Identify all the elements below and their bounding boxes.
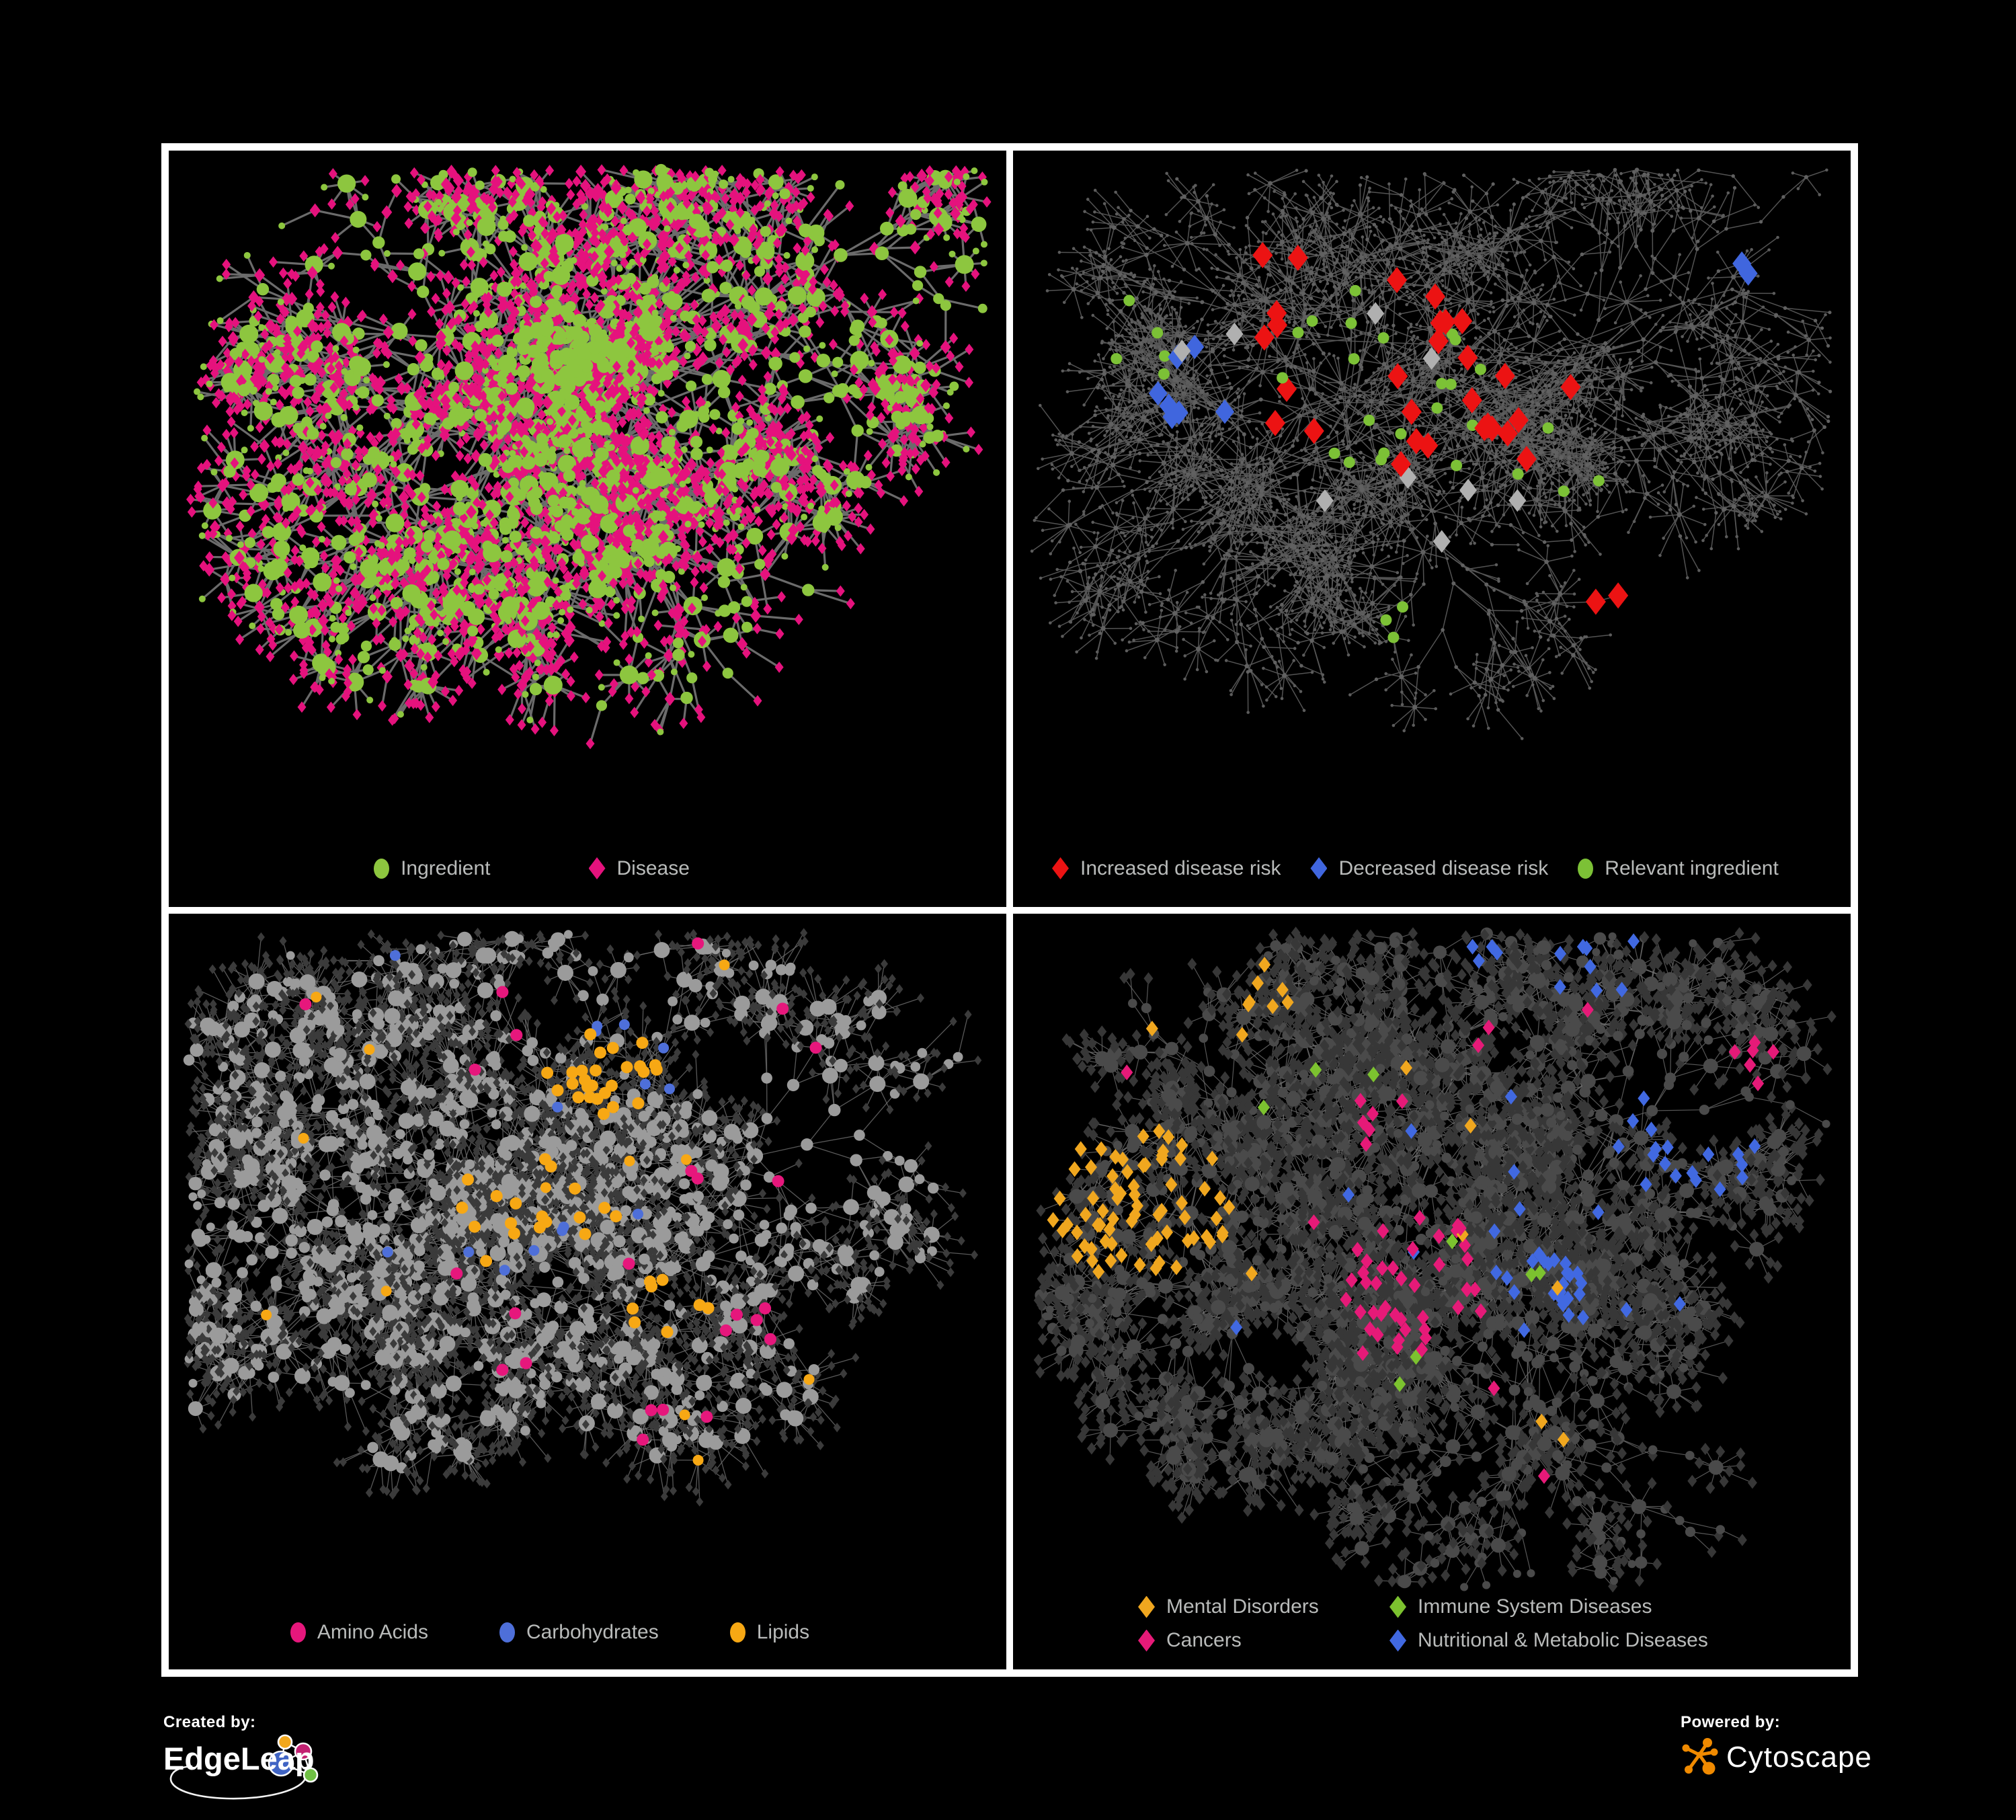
legend: Increased disease risk Decreased disease…	[1013, 857, 1851, 880]
legend-label: Carbohydrates	[526, 1621, 659, 1644]
panel-disease-risk: Increased disease risk Decreased disease…	[1013, 151, 1851, 907]
cytoscape-icon	[1682, 1738, 1718, 1775]
disease-marker-icon	[588, 857, 606, 879]
panel-disease-classes: Mental Disorders Immune System Diseases …	[1013, 913, 1851, 1669]
relevant-ingredient-marker-icon	[1578, 858, 1594, 879]
cytoscape-wordmark: Cytoscape	[1726, 1741, 1872, 1774]
disease-risk-network-graph	[1030, 167, 1832, 740]
edgeleap-crimson-node	[294, 1742, 313, 1761]
legend-label: Lipids	[757, 1621, 809, 1644]
decreased-risk-marker-icon	[1310, 857, 1328, 879]
legend-label: Amino Acids	[317, 1621, 428, 1644]
powered-by-block: Powered by: Cytoscape	[1681, 1713, 1872, 1778]
edgeleap-wordmark: EdgeLeap	[163, 1740, 315, 1777]
created-by-label: Created by:	[163, 1713, 365, 1732]
legend-item-mental-disorders: Mental Disorders	[1138, 1595, 1389, 1618]
edgeleap-logo: EdgeLeap	[163, 1733, 365, 1807]
legend-item-lipids: Lipids	[729, 1621, 809, 1644]
edgeleap-orange-node	[277, 1734, 293, 1750]
legend-label: Ingredient	[401, 857, 490, 880]
created-by-block: Created by: EdgeLeap	[163, 1713, 365, 1807]
legend: Mental Disorders Immune System Diseases …	[1138, 1595, 1708, 1652]
edgeleap-network-icon	[169, 1734, 319, 1800]
legend-label: Decreased disease risk	[1338, 857, 1548, 880]
legend-label: Disease	[617, 857, 690, 880]
ingredient-disease-network-graph	[186, 163, 992, 750]
legend-item-carbohydrates: Carbohydrates	[499, 1621, 659, 1644]
legend-item-amino-acids: Amino Acids	[290, 1621, 428, 1644]
cancers-marker-icon	[1138, 1629, 1155, 1652]
nutritional-metabolic-diseases-marker-icon	[1389, 1629, 1406, 1652]
panel-ingredient-disease: Ingredient Disease	[169, 151, 1006, 907]
increased-risk-marker-icon	[1052, 857, 1069, 879]
legend-label: Relevant ingredient	[1605, 857, 1779, 880]
ingredient-marker-icon	[374, 858, 390, 879]
legend-label: Increased disease risk	[1080, 857, 1281, 880]
legend-item-relevant-ingredient: Relevant ingredient	[1578, 857, 1779, 880]
legend-item-ingredient: Ingredient	[374, 857, 491, 880]
edgeleap-green-node	[303, 1767, 319, 1783]
legend-item-increased-risk: Increased disease risk	[1052, 857, 1281, 880]
powered-by-label: Powered by:	[1681, 1713, 1872, 1732]
panel-nutrient-classes: Amino Acids Carbohydrates Lipids	[169, 913, 1006, 1669]
nutrient-classes-network-graph	[183, 927, 982, 1507]
legend-item-disease: Disease	[588, 857, 690, 880]
legend-item-immune-system-diseases: Immune System Diseases	[1389, 1595, 1708, 1618]
legend-item-cancers: Cancers	[1138, 1629, 1389, 1652]
amino-acids-marker-icon	[290, 1622, 306, 1643]
carbohydrates-marker-icon	[499, 1622, 515, 1643]
legend-label: Immune System Diseases	[1418, 1595, 1652, 1618]
legend-label: Mental Disorders	[1166, 1595, 1319, 1618]
legend-label: Nutritional & Metabolic Diseases	[1418, 1629, 1708, 1652]
disease-classes-network-graph	[1033, 926, 1837, 1593]
legend: Ingredient Disease	[169, 857, 951, 880]
mental-disorders-marker-icon	[1138, 1595, 1155, 1618]
legend-item-decreased-risk: Decreased disease risk	[1310, 857, 1548, 880]
edgeleap-blue-node	[268, 1750, 294, 1777]
immune-system-diseases-marker-icon	[1389, 1595, 1406, 1618]
legend: Amino Acids Carbohydrates Lipids	[169, 1621, 969, 1644]
legend-label: Cancers	[1166, 1629, 1242, 1652]
figure-grid: Ingredient Disease Increased disease ris…	[161, 143, 1858, 1677]
lipids-marker-icon	[729, 1622, 745, 1643]
legend-item-nutritional-metabolic-diseases: Nutritional & Metabolic Diseases	[1389, 1629, 1708, 1652]
